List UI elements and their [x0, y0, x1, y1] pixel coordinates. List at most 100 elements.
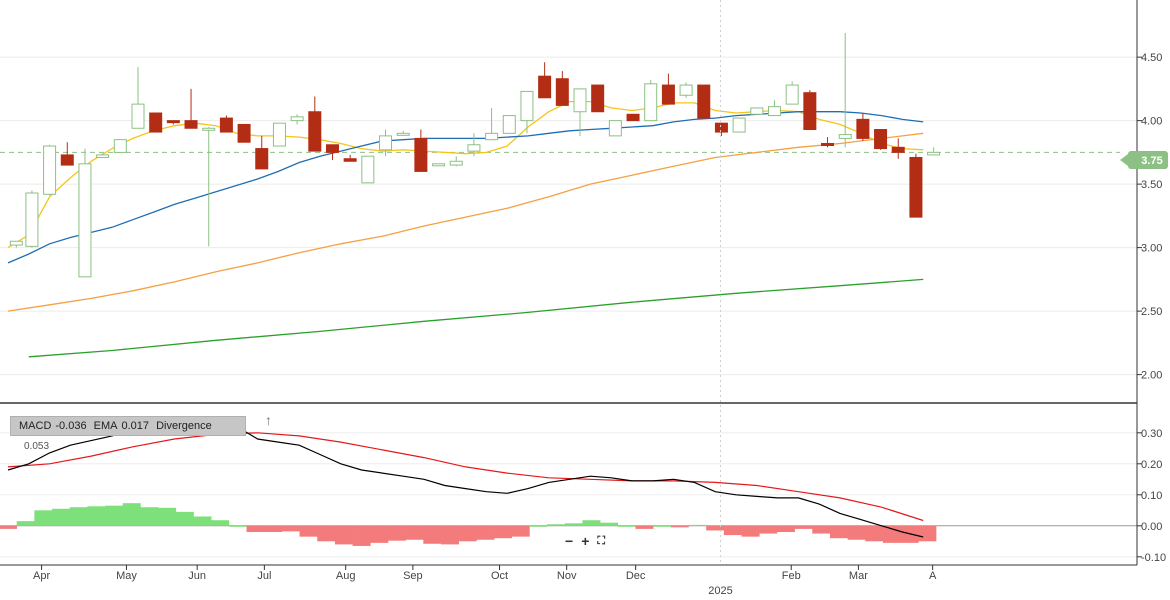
x-tick-label: Nov — [557, 570, 577, 582]
macd-y-tick-label: 0.20 — [1141, 459, 1162, 471]
x-tick-label: Aug — [336, 570, 356, 582]
histogram-bar — [228, 525, 247, 527]
candle-body[interactable] — [538, 75, 552, 99]
candle-body[interactable] — [379, 135, 393, 151]
candle-body[interactable] — [219, 117, 233, 133]
candle-body[interactable] — [591, 84, 605, 113]
histogram-bar — [794, 525, 813, 529]
histogram-bar — [246, 525, 265, 532]
candle-body[interactable] — [573, 88, 587, 113]
collapse-arrow-icon[interactable]: ↑ — [265, 412, 272, 428]
candle-body[interactable] — [520, 90, 534, 122]
macd-panel: -0.10 0.00 0.10 0.20 0.30 — [0, 418, 1166, 564]
candle-body[interactable] — [485, 132, 499, 141]
histogram-bar — [387, 525, 406, 541]
candle-body[interactable] — [626, 113, 640, 122]
candle-body[interactable] — [184, 120, 198, 129]
candle-body[interactable] — [361, 155, 375, 184]
candle-body[interactable] — [396, 132, 410, 136]
candle-body[interactable] — [467, 144, 481, 152]
zoom-in-button[interactable]: + — [581, 533, 590, 549]
candle-body[interactable] — [255, 148, 269, 170]
histogram-bar — [211, 520, 230, 526]
fullscreen-icon[interactable]: ⛶ — [597, 535, 606, 547]
histogram-bar — [918, 525, 937, 542]
candle-body[interactable] — [290, 116, 304, 122]
candle-body[interactable] — [272, 122, 286, 147]
macd-value: -0.036 — [55, 420, 87, 432]
candle-body[interactable] — [803, 92, 817, 131]
histogram-bar — [0, 525, 17, 529]
candle-body[interactable] — [78, 163, 92, 278]
candle-body[interactable] — [166, 120, 180, 124]
candle-body[interactable] — [644, 83, 658, 122]
candle-body[interactable] — [838, 134, 852, 139]
histogram-bar — [122, 503, 141, 526]
histogram-bar — [776, 525, 795, 532]
ema-value: 0.017 — [121, 420, 150, 432]
candle-body[interactable] — [909, 156, 923, 218]
candle-body[interactable] — [202, 127, 216, 131]
candle-body[interactable] — [927, 151, 941, 156]
histogram-bar — [34, 510, 53, 526]
candle-body[interactable] — [432, 163, 446, 167]
candle-body[interactable] — [732, 117, 746, 133]
histogram-bar — [547, 524, 566, 526]
macd-y-tick-label: 0.00 — [1141, 521, 1162, 533]
zoom-controls: − + ⛶ — [565, 534, 605, 548]
moving-average-line — [28, 278, 924, 358]
x-tick-label: Jul — [257, 570, 271, 582]
candle-body[interactable] — [785, 84, 799, 105]
x-tick-label: May — [116, 570, 137, 582]
candle-body[interactable] — [874, 129, 888, 150]
histogram-bar — [759, 525, 778, 534]
histogram-bar — [600, 522, 619, 526]
candle-body[interactable] — [237, 123, 251, 143]
macd-y-tick-label: -0.10 — [1141, 552, 1166, 564]
histogram-bar — [441, 525, 459, 545]
candle-body[interactable] — [714, 122, 728, 133]
x-tick-label: Oct — [491, 570, 508, 582]
candle-body[interactable] — [325, 144, 339, 153]
y-tick-label: 4.00 — [1141, 116, 1162, 128]
candle-body[interactable] — [856, 118, 870, 139]
macd-label: MACD — [19, 420, 52, 432]
candle-body[interactable] — [113, 139, 127, 153]
candle-body[interactable] — [9, 240, 23, 246]
candle-body[interactable] — [679, 84, 693, 96]
candle-body[interactable] — [502, 115, 516, 134]
histogram-bar — [458, 525, 477, 542]
candle-body[interactable] — [308, 111, 322, 152]
price-badge-pointer — [1120, 154, 1128, 166]
candle-body[interactable] — [750, 107, 764, 115]
candle-body[interactable] — [149, 112, 163, 133]
histogram-bar — [281, 525, 300, 532]
candle-body[interactable] — [767, 106, 781, 117]
y-tick-label: 3.50 — [1141, 179, 1162, 191]
candle-body[interactable] — [608, 120, 622, 137]
candle-body[interactable] — [43, 145, 57, 195]
candle-body[interactable] — [697, 84, 711, 119]
moving-average-line — [7, 132, 924, 312]
histogram-bar — [140, 507, 159, 526]
y-tick-label: 4.50 — [1141, 52, 1162, 64]
candle-body[interactable] — [821, 142, 835, 146]
candle-body[interactable] — [661, 84, 675, 105]
candle-body[interactable] — [60, 154, 74, 166]
candle-body[interactable] — [555, 78, 569, 106]
histogram-bar — [723, 525, 742, 536]
candle-body[interactable] — [449, 160, 463, 166]
candle-body[interactable] — [25, 192, 39, 247]
histogram-bar — [829, 525, 848, 539]
histogram-bar — [529, 525, 548, 527]
macd-legend[interactable]: MACD -0.036 EMA 0.017 Divergence — [10, 416, 246, 436]
histogram-bar — [741, 525, 760, 537]
candle-body[interactable] — [96, 154, 110, 158]
candle-body[interactable] — [343, 158, 357, 162]
histogram-bar — [423, 525, 442, 544]
candle-body[interactable] — [414, 137, 428, 172]
candle-body[interactable] — [131, 103, 145, 129]
zoom-out-button[interactable]: − — [565, 533, 574, 549]
candle-body[interactable] — [891, 146, 905, 153]
